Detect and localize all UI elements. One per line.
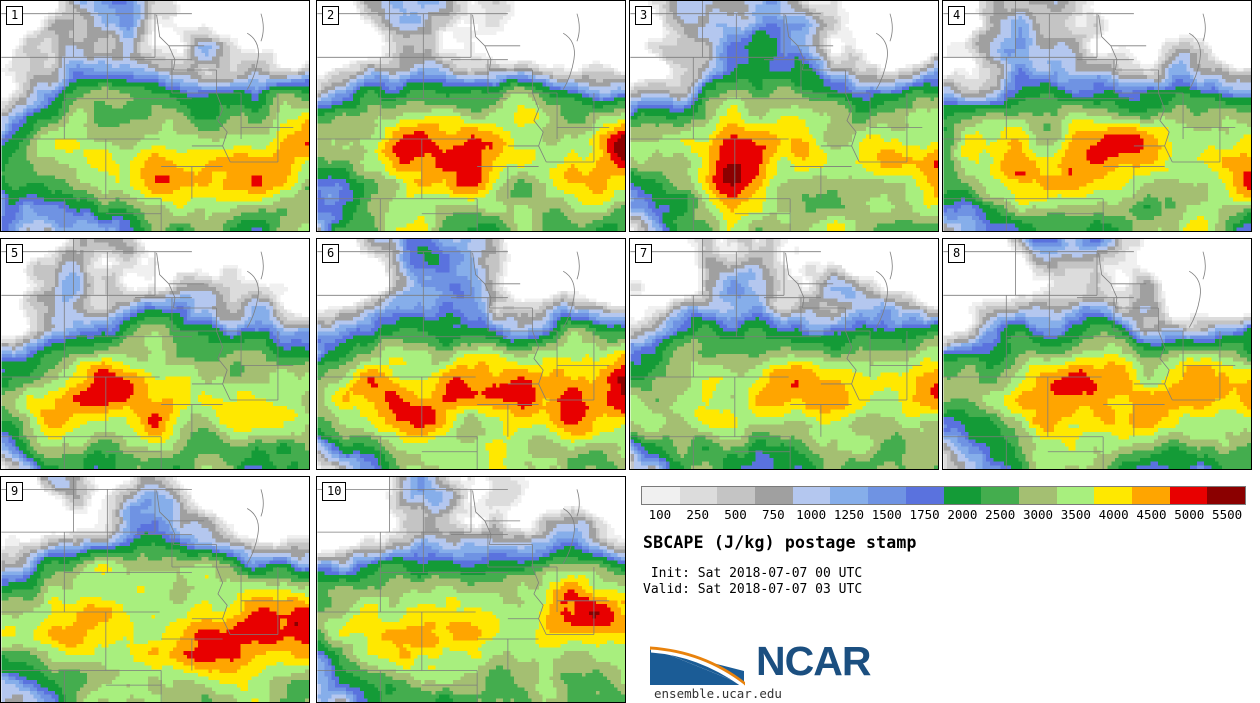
colorbar-tick-labels: 100 250 500 750 1000 1250 1500 1750 2000 2500 3000… [641, 506, 1246, 524]
map-panel-3[interactable]: 3 [629, 0, 939, 232]
map-panel-8[interactable]: 8 [942, 238, 1252, 470]
panel-number-label: 5 [6, 244, 24, 263]
colorbar-tick: 1750 [910, 506, 940, 523]
colorbar-segment [1018, 487, 1057, 504]
colorbar-segment [642, 487, 680, 504]
map-panel-4[interactable]: 4 [942, 0, 1252, 232]
colorbar-segment [679, 487, 718, 504]
cape-contour-map [943, 239, 1251, 469]
colorbar-segment [1056, 487, 1095, 504]
colorbar-tick: 1500 [872, 506, 902, 523]
ncar-logo[interactable]: NCAR ensemble.ucar.edu [648, 639, 871, 701]
colorbar-segment [943, 487, 982, 504]
ncar-url: ensemble.ucar.edu [654, 686, 782, 701]
colorbar-segment [905, 487, 944, 504]
colorbar-tick: 750 [762, 506, 785, 523]
colorbar-segment [868, 487, 906, 504]
colorbar-segment [717, 487, 756, 504]
colorbar-tick: 5500 [1212, 506, 1242, 523]
colorbar-tick: 5000 [1174, 506, 1204, 523]
panel-number-label: 8 [948, 244, 966, 263]
colorbar-tick: 250 [686, 506, 709, 523]
map-panel-2[interactable]: 2 [316, 0, 626, 232]
map-panel-5[interactable]: 5 [0, 238, 310, 470]
valid-time: Valid: Sat 2018-07-07 03 UTC [643, 582, 1243, 598]
map-panel-7[interactable]: 7 [629, 238, 939, 470]
colorbar-tick: 1250 [834, 506, 864, 523]
colorbar-tick: 3500 [1061, 506, 1091, 523]
colorbar-segment [1207, 487, 1245, 504]
panel-number-label: 7 [635, 244, 653, 263]
panel-number-label: 9 [6, 482, 24, 501]
colorbar-tick: 100 [649, 506, 672, 523]
colorbar-tick: 1000 [796, 506, 826, 523]
init-time: Init: Sat 2018-07-07 00 UTC [643, 566, 1243, 582]
colorbar-segment [792, 487, 831, 504]
colorbar-segment [1131, 487, 1170, 504]
colorbar-segment [1094, 487, 1132, 504]
colorbar-legend: 100 250 500 750 1000 1250 1500 1750 2000 2500 3000… [641, 486, 1248, 524]
map-panel-10[interactable]: 10 [316, 476, 626, 703]
map-panel-6[interactable]: 6 [316, 238, 626, 470]
colorbar [641, 486, 1246, 505]
colorbar-tick: 2500 [985, 506, 1015, 523]
cape-contour-map [630, 1, 938, 231]
map-panel-1[interactable]: 1 [0, 0, 310, 232]
cape-contour-map [317, 1, 625, 231]
panel-number-label: 10 [322, 482, 347, 501]
panel-number-label: 3 [635, 6, 653, 25]
map-panel-9[interactable]: 9 [0, 476, 310, 703]
ncar-logo-mark [648, 641, 798, 686]
cape-contour-map [317, 477, 625, 702]
panel-number-label: 1 [6, 6, 24, 25]
cape-contour-map [317, 239, 625, 469]
cape-contour-map [943, 1, 1251, 231]
colorbar-tick: 4000 [1099, 506, 1129, 523]
colorbar-tick: 500 [724, 506, 747, 523]
colorbar-tick: 3000 [1023, 506, 1053, 523]
colorbar-segment [755, 487, 793, 504]
colorbar-segment [830, 487, 869, 504]
product-info: SBCAPE (J/kg) postage stamp Init: Sat 20… [643, 533, 1243, 598]
model-run-times: Init: Sat 2018-07-07 00 UTC Valid: Sat 2… [643, 566, 1243, 598]
ncar-wordmark: NCAR [756, 639, 871, 684]
panel-number-label: 6 [322, 244, 340, 263]
cape-contour-map [1, 239, 309, 469]
panel-number-label: 2 [322, 6, 340, 25]
colorbar-tick: 2000 [947, 506, 977, 523]
page-title: SBCAPE (J/kg) postage stamp [643, 533, 1243, 552]
colorbar-tick: 4500 [1136, 506, 1166, 523]
panel-number-label: 4 [948, 6, 966, 25]
cape-contour-map [1, 1, 309, 231]
colorbar-segment [1169, 487, 1208, 504]
colorbar-segment [981, 487, 1019, 504]
cape-contour-map [630, 239, 938, 469]
cape-contour-map [1, 477, 309, 702]
